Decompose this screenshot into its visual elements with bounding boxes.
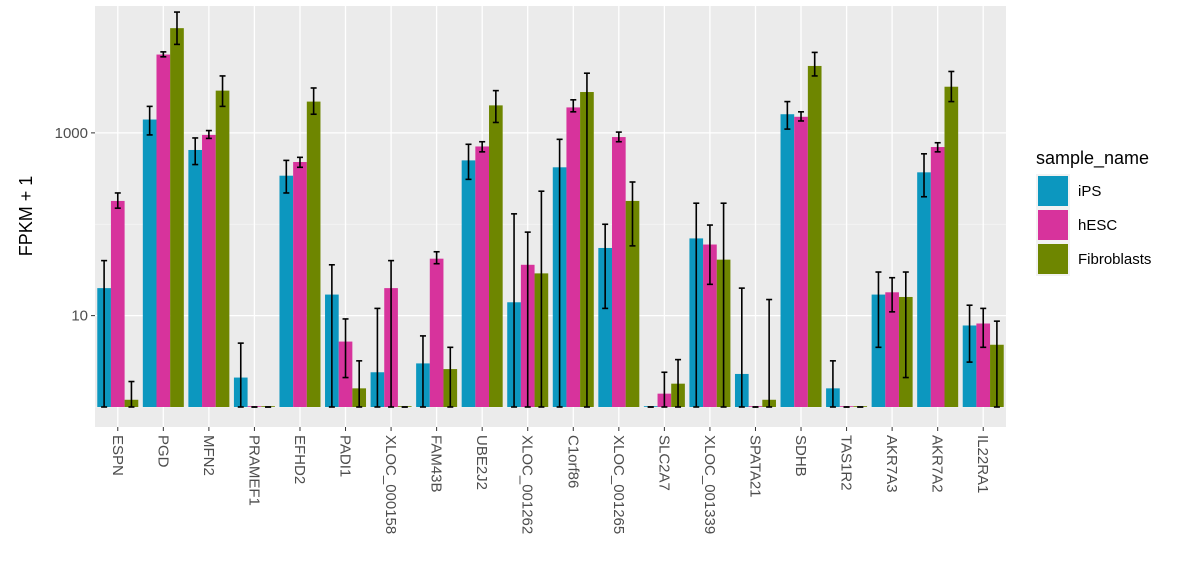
x-tick-label: PADI1 <box>337 435 354 477</box>
bar <box>188 149 203 407</box>
plot-panel <box>95 6 1006 427</box>
x-tick-label: UBE2J2 <box>473 435 490 490</box>
bar <box>142 119 157 407</box>
x-tick-label: AKR7A2 <box>929 435 946 493</box>
x-tick-label: EFHD2 <box>291 435 308 484</box>
bar <box>306 101 321 407</box>
bars <box>97 28 1004 408</box>
bar <box>170 28 184 407</box>
x-tick-label: XLOC_000158 <box>382 435 399 534</box>
y-tick-label: 1000 <box>55 125 88 142</box>
bar <box>156 54 171 407</box>
x-axis: ESPN PGD MFN2 PRAMEF1 EFHD2 PADI1 XLOC_000158 F… <box>109 427 991 534</box>
legend-label: Fibroblasts <box>1078 251 1151 268</box>
bar <box>703 244 717 407</box>
x-tick-label: C1orf86 <box>564 435 581 488</box>
bar <box>598 247 612 407</box>
bar <box>917 172 931 407</box>
bar <box>780 114 795 408</box>
bar <box>215 90 230 407</box>
bar <box>976 323 991 407</box>
legend-swatch <box>1038 176 1068 206</box>
error-bars <box>101 11 1000 408</box>
bar <box>611 137 626 407</box>
bar <box>944 86 959 407</box>
y-axis: 10 1000 <box>55 125 95 325</box>
x-tick-label: SLC2A7 <box>655 435 672 491</box>
bar <box>202 134 216 407</box>
bar <box>566 107 581 407</box>
x-tick-label: SDHB <box>792 435 809 477</box>
bar <box>930 147 945 407</box>
legend-swatch <box>1038 210 1068 240</box>
bar <box>871 294 886 407</box>
x-tick-label: XLOC_001339 <box>701 435 718 534</box>
x-tick-label: TAS1R2 <box>838 435 855 491</box>
x-tick-label: FAM43B <box>428 435 445 493</box>
legend-label: hESC <box>1078 217 1117 234</box>
bar <box>293 162 307 407</box>
bar <box>489 105 503 407</box>
bar <box>279 175 294 407</box>
bar <box>461 160 476 407</box>
bar <box>475 146 490 408</box>
legend-title: sample_name <box>1036 148 1149 169</box>
bar <box>962 325 977 407</box>
bar <box>794 116 808 407</box>
bar <box>110 200 125 407</box>
legend: sample_name iPS hESC Fibroblasts <box>1036 148 1151 276</box>
x-tick-label: IL22RA1 <box>974 435 991 493</box>
x-tick-label: XLOC_001265 <box>610 435 627 534</box>
bar <box>429 258 444 407</box>
legend-label: iPS <box>1078 183 1101 200</box>
legend-swatch <box>1038 244 1068 274</box>
bar <box>885 292 899 407</box>
y-tick-label: 10 <box>71 308 88 325</box>
x-tick-label: XLOC_001262 <box>519 435 536 534</box>
x-tick-label: AKR7A3 <box>883 435 900 493</box>
x-tick-label: MFN2 <box>200 435 217 476</box>
x-tick-label: PGD <box>154 435 171 468</box>
y-axis-title: FPKM + 1 <box>16 176 36 257</box>
x-tick-label: ESPN <box>109 435 126 476</box>
x-tick-label: PRAMEF1 <box>245 435 262 506</box>
x-tick-label: SPATA21 <box>746 435 763 498</box>
bar <box>807 65 822 408</box>
bar <box>625 200 640 407</box>
